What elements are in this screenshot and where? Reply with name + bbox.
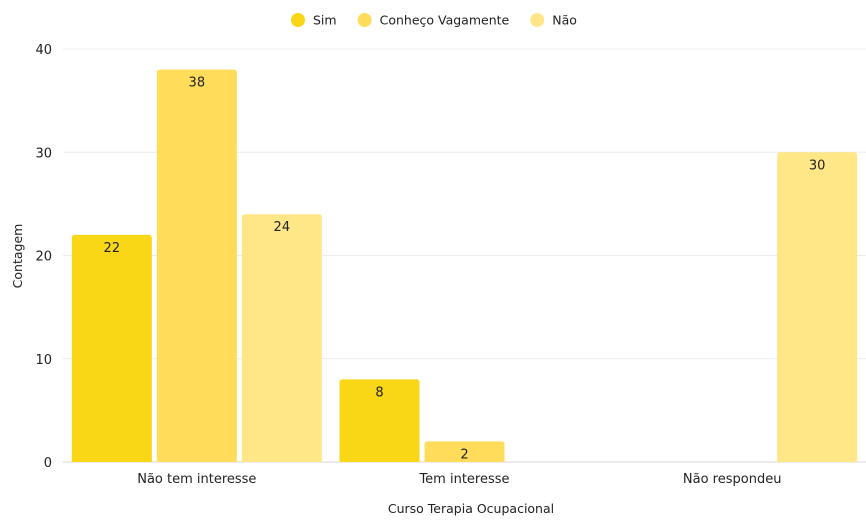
bar <box>777 152 858 462</box>
y-tick-label: 10 <box>35 353 52 368</box>
data-label: 38 <box>189 76 206 91</box>
legend-label: Não <box>552 13 577 28</box>
bar <box>241 214 322 462</box>
x-category-label: Tem interesse <box>418 472 509 487</box>
legend-swatch <box>291 13 305 27</box>
legend-swatch <box>530 13 545 27</box>
legend-item[interactable]: Sim <box>291 13 337 28</box>
legend: Sim Conheço Vagamente Não <box>291 13 577 28</box>
legend-label: Sim <box>313 13 337 28</box>
data-label: 22 <box>104 241 121 256</box>
data-labels: 22 38 24 8 2 30 <box>104 76 826 463</box>
y-axis-ticks: 0 10 20 30 40 <box>35 43 52 471</box>
y-tick-label: 20 <box>35 250 52 265</box>
legend-item[interactable]: Não <box>530 13 577 28</box>
legend-label: Conheço Vagamente <box>380 13 510 28</box>
x-axis-title: Curso Terapia Ocupacional <box>388 501 554 516</box>
y-tick-label: 30 <box>35 146 52 161</box>
y-axis-title: Contagem <box>10 224 25 289</box>
data-label: 8 <box>375 385 383 400</box>
y-tick-label: 40 <box>35 43 52 58</box>
x-category-label: Não tem interesse <box>137 472 256 487</box>
data-label: 24 <box>274 220 291 235</box>
legend-swatch <box>357 13 372 27</box>
x-axis-category-labels: Não tem interesse Tem interesse Não respon… <box>137 472 781 487</box>
bar <box>156 69 237 463</box>
bar <box>71 234 152 462</box>
bar <box>424 441 505 462</box>
bar <box>339 379 420 462</box>
bars <box>71 69 858 463</box>
data-label: 30 <box>809 158 826 173</box>
x-category-label: Não respondeu <box>683 472 782 487</box>
y-tick-label: 0 <box>44 456 52 471</box>
legend-item[interactable]: Conheço Vagamente <box>357 13 510 28</box>
data-label: 2 <box>460 447 468 462</box>
